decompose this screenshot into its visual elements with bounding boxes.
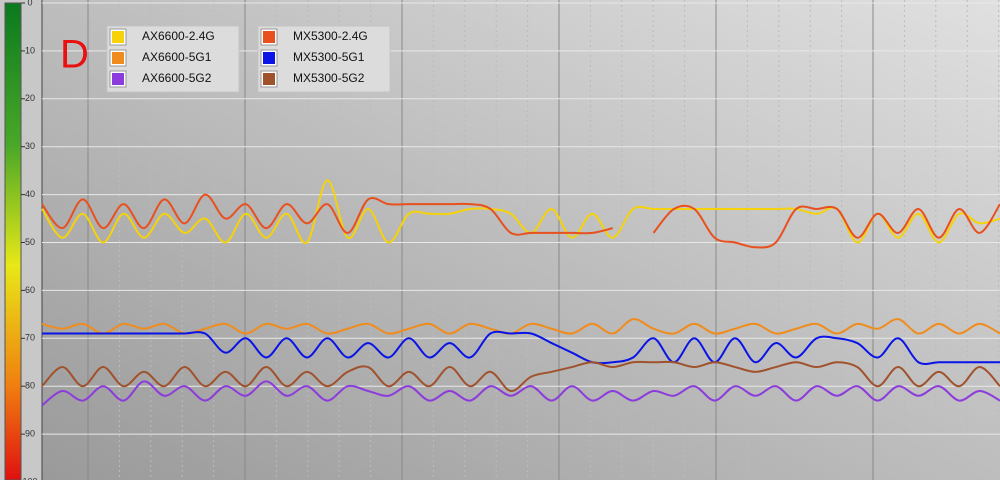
series-line (41, 360, 1000, 392)
legend-label: AX6600-2.4G (142, 29, 215, 43)
legend-color (263, 73, 275, 85)
y-tick-label: 40 (25, 189, 35, 199)
legend-box (106, 25, 240, 93)
color-scale (4, 2, 22, 480)
y-tick-label: 10 (25, 45, 35, 55)
legend-color (263, 52, 275, 64)
legend-box (257, 25, 391, 93)
legend-label: MX5300-5G1 (293, 50, 365, 64)
legend-label: AX6600-5G2 (142, 71, 212, 85)
y-tick-label: 20 (25, 93, 35, 103)
legend-label: MX5300-5G2 (293, 71, 365, 85)
legend-color (112, 31, 124, 43)
series-line (41, 193, 1000, 249)
y-tick-label: 70 (25, 333, 35, 343)
legend-label: MX5300-2.4G (293, 29, 368, 43)
y-tick-label: 30 (25, 141, 35, 151)
legend-color (112, 73, 124, 85)
y-tick-label: 90 (25, 428, 35, 438)
y-tick-label: 80 (25, 381, 35, 391)
y-tick-label: 60 (25, 285, 35, 295)
series-line (42, 330, 1000, 366)
y-tick-label: 50 (25, 237, 35, 247)
annotation: D (60, 33, 89, 77)
series-line (41, 380, 1000, 407)
y-tick-label: 100 (22, 476, 37, 480)
legend-color (263, 31, 275, 43)
y-tick-label: 0 (27, 0, 32, 7)
legend-label: AX6600-5G1 (142, 50, 212, 64)
legend-color (112, 52, 124, 64)
series-line (41, 318, 1000, 335)
